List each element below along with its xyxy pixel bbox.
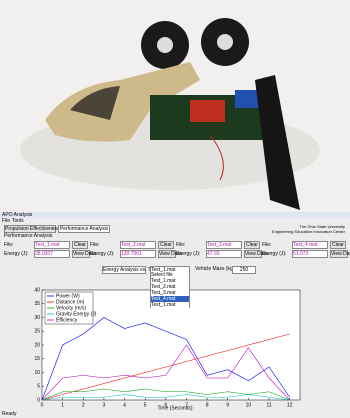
energy-label: Energy (J): [4,251,29,257]
y-tick-label: 10 [34,370,40,376]
energy-label: Energy (J): [262,251,287,257]
file-label: File: [176,242,186,248]
institution: Engineering Education Innovation Center [272,229,345,234]
legend-label: Gravity Energy (J) [56,311,97,317]
file-option[interactable]: Test_4.mat [150,296,190,302]
y-tick-label: 35 [34,301,40,307]
view-button[interactable]: View Data [72,250,96,258]
x-tick-label: 9 [226,402,229,408]
mass-label: Vehicle Mass (kg): [195,266,236,272]
energy-label: Energy (J): [90,251,115,257]
tab[interactable]: Propulsion Effectiveness [4,225,60,233]
mass-input[interactable]: 250 [232,266,256,274]
title-bar: APO Analysis [0,212,350,218]
file-option[interactable]: Test_2.mat [150,284,190,290]
series-line [41,394,290,401]
legend-label: Efficiency [56,317,78,323]
legend-label: Distance (m) [56,299,85,305]
file-option[interactable]: Test_1.mat [150,302,190,308]
energy-value: 130.7061 [120,250,156,258]
clear-button[interactable]: Clear [330,241,346,249]
x-tick-label: 1 [61,402,64,408]
file-label: File: [90,242,100,248]
window-title: APO Analysis [2,212,33,218]
x-tick-label: 5 [144,402,147,408]
x-tick-label: 12 [287,402,293,408]
robot-photo [0,0,350,212]
clear-button[interactable]: Clear [158,241,174,249]
x-tick-label: 11 [266,402,271,408]
file-name: Test_3.mat [206,241,242,249]
view-button[interactable]: View Data [244,250,268,258]
y-tick-label: 5 [37,384,40,390]
file-option[interactable]: Select file [150,272,190,278]
file-label: File: [4,242,14,248]
menu-file[interactable]: File [2,218,11,224]
x-tick-label: 4 [123,402,126,408]
file-label: File: [262,242,272,248]
y-tick-label: 15 [34,356,40,362]
menu-tools[interactable]: Tools [12,218,24,224]
analysis-select[interactable]: Energy Analysis vs. Tim [102,266,156,274]
section-title: Performance Analysis [4,233,53,239]
series-line [41,317,290,401]
file-option[interactable]: Test_1.mat [150,278,190,284]
series-line [41,344,290,401]
status: Ready [2,411,17,417]
x-tick-label: 6 [164,402,167,408]
view-button[interactable]: View Data [330,250,350,258]
x-tick-label: 0 [41,402,44,408]
clear-button[interactable]: Clear [244,241,260,249]
file-name: Test_4.mat [292,241,328,249]
y-tick-label: 25 [34,329,40,335]
institution: The Ohio State University [299,224,345,229]
x-tick-label: 3 [103,402,106,408]
x-axis-label: Time (Seconds) [157,405,192,411]
y-tick-label: 30 [34,315,40,321]
y-tick-label: 20 [34,342,40,348]
energy-label: Energy (J): [176,251,201,257]
energy-value: 47.93 [206,250,242,258]
x-tick-label: 2 [82,402,85,408]
view-button[interactable]: View Data [158,250,182,258]
clear-button[interactable]: Clear [72,241,88,249]
y-tick-label: 40 [34,287,40,293]
y-tick-label: 0 [37,397,40,403]
legend-label: Power (W) [56,293,80,299]
file-option[interactable]: Test_3.mat [150,290,190,296]
x-tick-label: 8 [206,402,209,408]
energy-value: 51.073 [292,250,328,258]
x-tick-label: 10 [246,402,252,408]
x-tick-label: 7 [185,402,188,408]
file-name: Test_1.mat [34,241,70,249]
energy-value: 38.0307 [34,250,70,258]
file-name: Test_2.mat [120,241,156,249]
legend-label: Velocity (m/s) [56,305,86,311]
series-line [41,333,290,401]
tab[interactable]: Performance Analysis [58,225,110,233]
